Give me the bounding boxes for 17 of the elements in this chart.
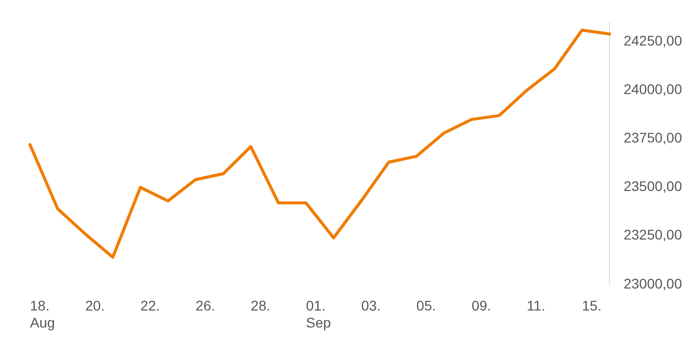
x-tick-label: 22. xyxy=(140,298,160,314)
x-tick-label: 26. xyxy=(196,298,216,314)
y-tick-label: 23250,00 xyxy=(624,226,682,243)
x-tick-label: 28. xyxy=(250,298,270,314)
x-tick-label: 15. xyxy=(582,298,602,314)
y-tick-label: 23500,00 xyxy=(624,178,682,194)
x-tick-label: 11. xyxy=(526,298,546,314)
x-tick-label: 20. xyxy=(85,298,105,314)
x-tick-label: 05. xyxy=(416,298,436,314)
x-tick-label: 18. Aug xyxy=(30,298,55,330)
x-tick-label: 03. xyxy=(361,298,381,314)
x-tick-label: 01. Sep xyxy=(306,298,332,330)
y-tick-label: 23750,00 xyxy=(624,130,682,146)
y-tick-label: 24250,00 xyxy=(624,32,682,49)
y-tick-label: 23000,00 xyxy=(624,275,682,292)
x-tick-label: 09. xyxy=(472,298,492,314)
y-tick-label: 24000,00 xyxy=(624,81,682,98)
